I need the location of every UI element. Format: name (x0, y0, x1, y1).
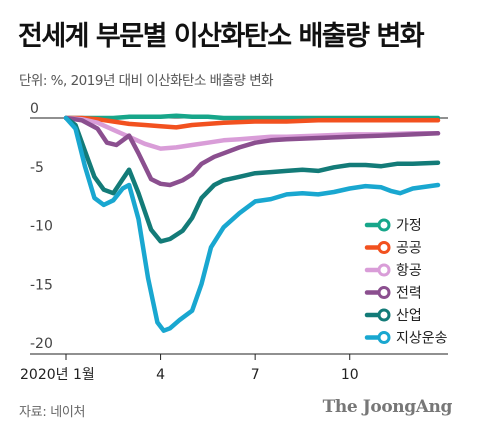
x-tick-label: 4 (156, 367, 165, 383)
series-line (63, 115, 441, 333)
legend-marker (377, 308, 391, 322)
source-note: 자료: 네이처 (19, 405, 86, 420)
legend-label: 산업 (396, 308, 422, 324)
series-line (63, 115, 441, 130)
legend-marker (377, 263, 391, 277)
y-tick-label: -10 (30, 219, 53, 235)
y-tick-label: -20 (30, 336, 53, 352)
legend-marker (377, 331, 391, 344)
page-title: 전세계 부문별 이산화탄소 배출량 변화 (18, 21, 425, 52)
series-line (63, 115, 441, 188)
legend-marker (377, 241, 391, 254)
x-axis: 2020년 1월 4 7 10 (20, 353, 448, 383)
series-line (63, 115, 441, 244)
x-tick-label: 10 (341, 367, 359, 383)
y-tick-label: -15 (30, 277, 53, 293)
legend-label: 가정 (396, 218, 422, 234)
x-tick-label: 7 (251, 367, 260, 383)
chart-subtitle: 단위: %, 2019년 대비 이산화탄소 배출량 변화 (19, 73, 274, 89)
publisher-logo: The JoongAng (322, 397, 453, 417)
chart-lines (63, 113, 441, 333)
x-tick-label: 2020년 1월 (20, 367, 95, 383)
legend-label: 지상운송 (396, 331, 448, 347)
y-tick-label: 0 (30, 101, 39, 117)
series-line (63, 113, 441, 121)
legend-label: 전력 (396, 286, 422, 302)
legend-marker (377, 286, 391, 299)
y-tick-label: -5 (30, 160, 44, 176)
legend-marker (377, 218, 391, 232)
legend-label: 공공 (396, 241, 422, 257)
legend-label: 항공 (396, 263, 422, 279)
series-line (63, 115, 441, 151)
